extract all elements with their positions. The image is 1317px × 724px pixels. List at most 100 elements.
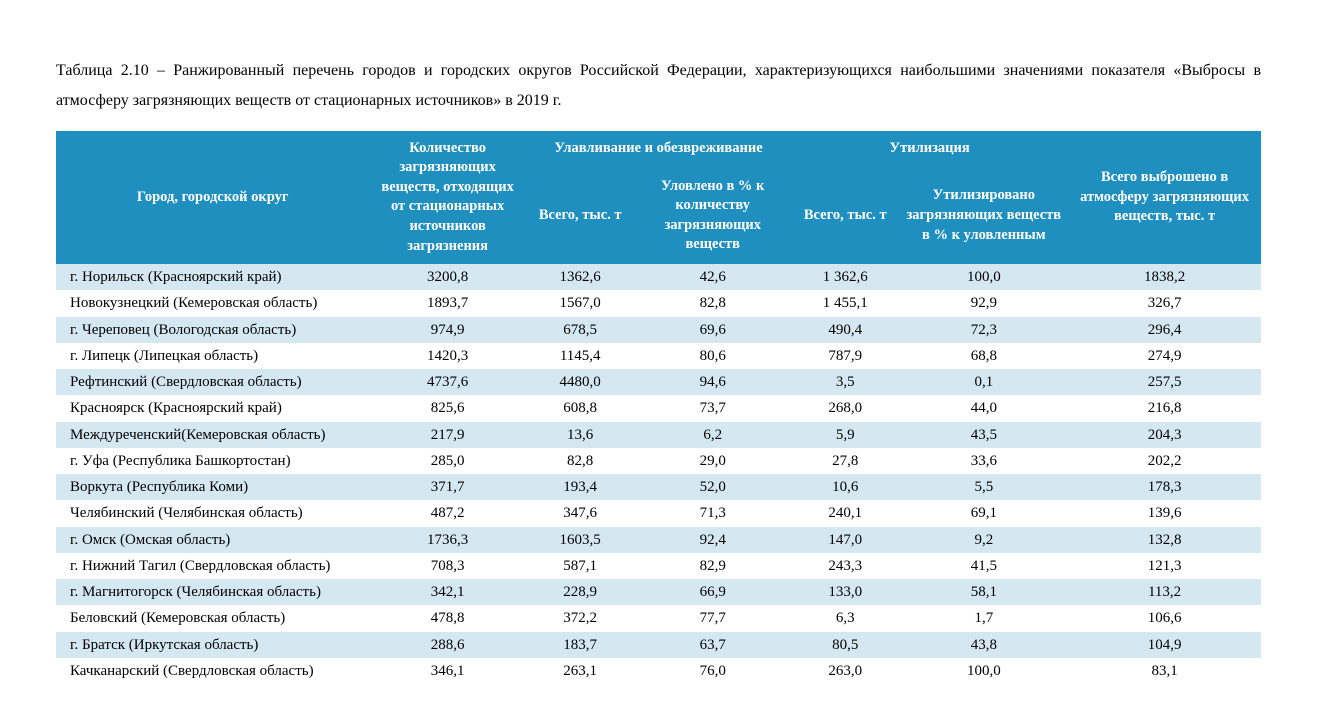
cell-city: г. Уфа (Республика Башкортостан)	[56, 448, 369, 474]
cell-capture-total: 1567,0	[526, 290, 634, 316]
cell-util-total: 1 455,1	[791, 290, 899, 316]
cell-util-pct: 43,5	[899, 422, 1068, 448]
col-emitted: Всего выброшено в атмосферу загрязняющих…	[1068, 131, 1261, 264]
cell-util-total: 1 362,6	[791, 264, 899, 290]
cell-qty: 478,8	[369, 605, 526, 631]
cell-qty: 825,6	[369, 395, 526, 421]
cell-capture-total: 1362,6	[526, 264, 634, 290]
cell-emitted: 132,8	[1068, 527, 1261, 553]
cell-qty: 1420,3	[369, 343, 526, 369]
cell-emitted: 204,3	[1068, 422, 1261, 448]
cell-capture-pct: 80,6	[634, 343, 791, 369]
col-util-total: Всего, тыс. т	[791, 167, 899, 264]
cell-util-total: 490,4	[791, 317, 899, 343]
cell-city: г. Омск (Омская область)	[56, 527, 369, 553]
cell-city: Челябинский (Челябинская область)	[56, 500, 369, 526]
cell-qty: 4737,6	[369, 369, 526, 395]
cell-emitted: 1838,2	[1068, 264, 1261, 290]
table-row: Беловский (Кемеровская область)478,8372,…	[56, 605, 1261, 631]
col-util-group: Утилизация	[791, 131, 1068, 168]
cell-qty: 708,3	[369, 553, 526, 579]
cell-city: г. Магнитогорск (Челябинская область)	[56, 579, 369, 605]
cell-city: Красноярск (Красноярский край)	[56, 395, 369, 421]
col-capture-total: Всего, тыс. т	[526, 167, 634, 264]
cell-capture-total: 228,9	[526, 579, 634, 605]
cell-util-pct: 41,5	[899, 553, 1068, 579]
cell-capture-pct: 94,6	[634, 369, 791, 395]
cell-util-pct: 44,0	[899, 395, 1068, 421]
cell-capture-total: 347,6	[526, 500, 634, 526]
cell-qty: 285,0	[369, 448, 526, 474]
cell-capture-pct: 71,3	[634, 500, 791, 526]
cell-capture-total: 4480,0	[526, 369, 634, 395]
table-body: г. Норильск (Красноярский край)3200,8136…	[56, 264, 1261, 684]
table-row: Новокузнецкий (Кемеровская область)1893,…	[56, 290, 1261, 316]
cell-util-pct: 69,1	[899, 500, 1068, 526]
col-capture-group: Улавливание и обезвреживание	[526, 131, 791, 168]
table-header: Город, городской округ Количество загряз…	[56, 131, 1261, 264]
table-row: Междуреченский(Кемеровская область)217,9…	[56, 422, 1261, 448]
cell-capture-pct: 77,7	[634, 605, 791, 631]
table-row: г. Норильск (Красноярский край)3200,8136…	[56, 264, 1261, 290]
cell-emitted: 202,2	[1068, 448, 1261, 474]
cell-util-total: 243,3	[791, 553, 899, 579]
cell-capture-pct: 69,6	[634, 317, 791, 343]
cell-capture-total: 82,8	[526, 448, 634, 474]
cell-city: Новокузнецкий (Кемеровская область)	[56, 290, 369, 316]
cell-capture-pct: 29,0	[634, 448, 791, 474]
cell-qty: 974,9	[369, 317, 526, 343]
table-row: Воркута (Республика Коми)371,7193,452,01…	[56, 474, 1261, 500]
cell-util-total: 268,0	[791, 395, 899, 421]
cell-util-total: 10,6	[791, 474, 899, 500]
cell-capture-total: 372,2	[526, 605, 634, 631]
cell-city: Воркута (Республика Коми)	[56, 474, 369, 500]
cell-capture-total: 263,1	[526, 658, 634, 684]
cell-city: Междуреченский(Кемеровская область)	[56, 422, 369, 448]
cell-capture-total: 1603,5	[526, 527, 634, 553]
cell-util-pct: 33,6	[899, 448, 1068, 474]
table-row: г. Нижний Тагил (Свердловская область)70…	[56, 553, 1261, 579]
cell-util-pct: 100,0	[899, 658, 1068, 684]
cell-util-pct: 1,7	[899, 605, 1068, 631]
cell-capture-total: 193,4	[526, 474, 634, 500]
cell-util-total: 240,1	[791, 500, 899, 526]
cell-capture-total: 587,1	[526, 553, 634, 579]
cell-qty: 288,6	[369, 632, 526, 658]
cell-emitted: 104,9	[1068, 632, 1261, 658]
cell-util-total: 5,9	[791, 422, 899, 448]
cell-qty: 3200,8	[369, 264, 526, 290]
table-row: Челябинский (Челябинская область)487,234…	[56, 500, 1261, 526]
cell-qty: 1736,3	[369, 527, 526, 553]
cell-capture-pct: 92,4	[634, 527, 791, 553]
cell-capture-pct: 66,9	[634, 579, 791, 605]
cell-qty: 487,2	[369, 500, 526, 526]
cell-emitted: 296,4	[1068, 317, 1261, 343]
table-row: г. Уфа (Республика Башкортостан)285,082,…	[56, 448, 1261, 474]
cell-util-pct: 58,1	[899, 579, 1068, 605]
cell-capture-pct: 82,8	[634, 290, 791, 316]
cell-util-pct: 9,2	[899, 527, 1068, 553]
cell-capture-total: 678,5	[526, 317, 634, 343]
cell-city: г. Череповец (Вологодская область)	[56, 317, 369, 343]
cell-emitted: 121,3	[1068, 553, 1261, 579]
cell-emitted: 106,6	[1068, 605, 1261, 631]
cell-qty: 371,7	[369, 474, 526, 500]
cell-capture-total: 608,8	[526, 395, 634, 421]
cell-qty: 217,9	[369, 422, 526, 448]
cell-util-total: 80,5	[791, 632, 899, 658]
cell-util-total: 787,9	[791, 343, 899, 369]
cell-util-total: 263,0	[791, 658, 899, 684]
cell-emitted: 113,2	[1068, 579, 1261, 605]
col-city: Город, городской округ	[56, 131, 369, 264]
cell-util-total: 147,0	[791, 527, 899, 553]
cell-capture-pct: 52,0	[634, 474, 791, 500]
cell-city: г. Липецк (Липецкая область)	[56, 343, 369, 369]
cell-util-pct: 43,8	[899, 632, 1068, 658]
cell-util-pct: 100,0	[899, 264, 1068, 290]
table-caption: Таблица 2.10 – Ранжированный перечень го…	[56, 56, 1261, 117]
cell-emitted: 178,3	[1068, 474, 1261, 500]
cell-emitted: 83,1	[1068, 658, 1261, 684]
cell-emitted: 274,9	[1068, 343, 1261, 369]
table-row: г. Череповец (Вологодская область)974,96…	[56, 317, 1261, 343]
cell-capture-pct: 73,7	[634, 395, 791, 421]
